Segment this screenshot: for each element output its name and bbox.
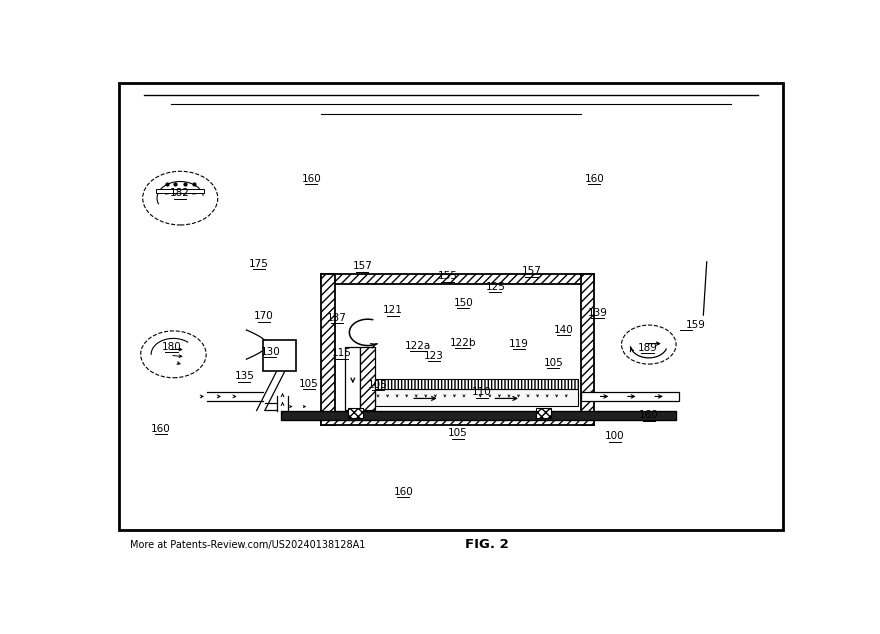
Bar (345, 347, 360, 410)
Text: 115: 115 (332, 348, 352, 358)
Bar (321, 274, 335, 425)
Bar (335, 283, 581, 415)
Text: 135: 135 (234, 372, 254, 381)
Text: 170: 170 (254, 311, 274, 321)
Bar (536, 408, 551, 418)
Text: 110: 110 (472, 387, 492, 398)
Bar (360, 347, 375, 410)
Text: 160: 160 (393, 487, 413, 497)
Text: 175: 175 (249, 259, 268, 269)
Bar (321, 415, 594, 425)
Text: 189: 189 (637, 343, 657, 353)
Text: 155: 155 (437, 271, 458, 281)
Text: 182: 182 (171, 188, 190, 198)
Text: 105: 105 (448, 429, 467, 439)
Text: 121: 121 (383, 306, 403, 315)
Text: 122b: 122b (450, 338, 476, 348)
Text: 157: 157 (352, 261, 372, 271)
Text: 123: 123 (424, 351, 444, 361)
Text: 105: 105 (299, 378, 319, 389)
Text: 140: 140 (554, 325, 574, 335)
Text: 180: 180 (162, 342, 181, 352)
Bar (375, 378, 578, 389)
Text: 105: 105 (368, 380, 388, 390)
Bar (263, 340, 297, 372)
Text: 160: 160 (639, 410, 658, 420)
Text: 137: 137 (327, 313, 347, 323)
Bar (375, 389, 578, 406)
Text: 160: 160 (584, 174, 604, 184)
Text: More at Patents-Review.com/US20240138128A1: More at Patents-Review.com/US20240138128… (130, 540, 366, 550)
Text: 160: 160 (151, 424, 171, 434)
Bar (321, 274, 594, 283)
Text: 160: 160 (301, 174, 321, 184)
Text: 139: 139 (588, 308, 607, 318)
Bar (157, 190, 204, 193)
Bar (281, 411, 676, 420)
Text: 125: 125 (486, 282, 505, 292)
Text: 130: 130 (260, 347, 280, 357)
Text: 122a: 122a (405, 341, 431, 351)
Text: 105: 105 (544, 358, 563, 368)
Text: 100: 100 (605, 431, 625, 441)
Bar (348, 408, 363, 418)
Text: 157: 157 (522, 266, 541, 276)
Text: 159: 159 (686, 320, 706, 330)
Bar (581, 392, 679, 401)
Bar (581, 274, 594, 425)
Text: FIG. 2: FIG. 2 (465, 538, 509, 551)
Text: 119: 119 (510, 339, 529, 349)
Text: 150: 150 (453, 298, 473, 308)
